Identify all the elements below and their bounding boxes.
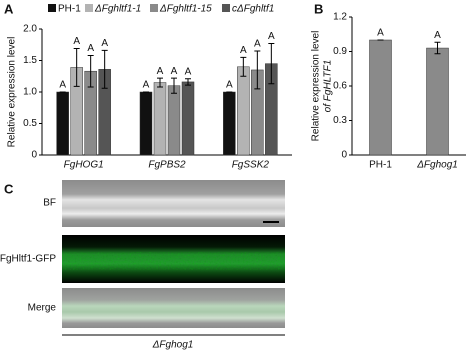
bar xyxy=(56,91,69,156)
x-tick-label: FgPBS2 xyxy=(148,160,186,171)
error-bar xyxy=(240,56,247,77)
merge-image xyxy=(62,288,285,328)
bf-image xyxy=(62,180,285,227)
legend-label: ΔFghltf1-1 xyxy=(94,4,141,15)
y-tick-label: 0.9 xyxy=(333,46,347,57)
bar xyxy=(237,66,250,156)
significance-letter: A xyxy=(143,80,150,91)
y-tick-label: 0 xyxy=(341,150,347,161)
error-bar xyxy=(254,50,261,90)
legend-swatch xyxy=(48,4,56,12)
bar xyxy=(223,91,236,156)
gfp-speckle xyxy=(62,252,285,270)
error-bar xyxy=(268,42,275,85)
legend-label: PH-1 xyxy=(58,4,81,15)
y-tick-label: 1.5 xyxy=(23,55,37,66)
legend-label: cΔFghltf1 xyxy=(232,4,274,15)
significance-letter: A xyxy=(377,28,384,39)
significance-letter: A xyxy=(157,66,164,77)
legend-swatch xyxy=(85,4,93,12)
panel-label: A xyxy=(4,1,14,16)
image-label: BF xyxy=(43,198,56,209)
bar xyxy=(153,82,167,156)
error-bar xyxy=(171,77,177,94)
significance-letter: A xyxy=(240,45,247,56)
bar xyxy=(167,85,181,156)
significance-letter: A xyxy=(101,38,108,49)
error-bar xyxy=(73,48,80,87)
significance-letter: A xyxy=(226,80,233,91)
error-bar xyxy=(157,77,163,88)
bar xyxy=(181,81,195,156)
significance-letter: A xyxy=(87,43,94,54)
y-axis-label: of FgHLTF1 xyxy=(323,60,334,113)
y-tick-label: 0 xyxy=(31,150,37,161)
legend-label: ΔFghltf1-15 xyxy=(159,4,212,15)
bar xyxy=(369,39,392,156)
significance-letter: A xyxy=(434,30,441,41)
y-tick-label: 0.5 xyxy=(23,118,37,129)
bar xyxy=(426,47,449,156)
x-tick-label: ΔFghog1 xyxy=(416,160,458,171)
error-bar xyxy=(101,49,108,89)
y-tick-label: 2.0 xyxy=(23,24,37,35)
y-tick-label: 0.6 xyxy=(333,81,347,92)
y-axis-label: Relative expression level xyxy=(7,37,18,148)
significance-letter: A xyxy=(268,31,275,42)
y-tick-label: 1.2 xyxy=(333,12,347,23)
panel-label: B xyxy=(314,1,323,16)
x-tick-label: FgHOG1 xyxy=(64,160,104,171)
legend-swatch xyxy=(222,4,230,12)
panel-label: C xyxy=(4,181,14,196)
image-label: Merge xyxy=(28,303,57,314)
image-label: FgHltf1-GFP xyxy=(0,254,56,265)
y-tick-label: 1.0 xyxy=(23,87,37,98)
error-bar xyxy=(434,41,441,55)
legend-swatch xyxy=(150,4,158,12)
significance-letter: A xyxy=(73,36,80,47)
x-tick-label: FgSSK2 xyxy=(232,160,270,171)
strain-label: ΔFghog1 xyxy=(152,340,194,351)
y-tick-label: 0.3 xyxy=(333,115,347,126)
significance-letter: A xyxy=(254,39,261,50)
significance-letter: A xyxy=(171,66,178,77)
error-bar xyxy=(87,54,94,88)
bar xyxy=(139,91,153,156)
y-axis-label: Relative expression level xyxy=(311,31,322,142)
significance-letter: A xyxy=(185,66,192,77)
x-tick-label: PH-1 xyxy=(369,160,392,171)
error-bar xyxy=(185,78,191,86)
significance-letter: A xyxy=(59,80,66,91)
